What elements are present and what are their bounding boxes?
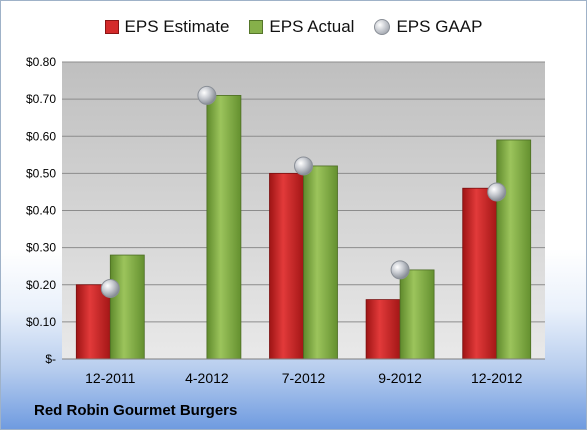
legend-label-eps-actual: EPS Actual	[269, 17, 355, 36]
legend-item-eps-gaap: EPS GAAP	[374, 17, 482, 37]
y-tick-label: $0.70	[26, 92, 56, 106]
legend-label-eps-estimate: EPS Estimate	[124, 17, 230, 36]
legend-swatch-eps-actual	[249, 20, 264, 34]
bar-eps-estimate	[462, 187, 498, 360]
bar-eps-actual	[303, 165, 338, 360]
legend-item-eps-actual: EPS Actual	[249, 17, 354, 37]
y-tick-label: $0.30	[26, 241, 56, 255]
chart-legend: EPS Estimate EPS Actual EPS GAAP	[0, 14, 587, 40]
legend-marker-eps-gaap	[374, 19, 391, 35]
y-tick-label: $0.50	[26, 166, 56, 180]
x-tick-label: 12-2012	[471, 370, 523, 386]
x-tick-label: 7-2012	[282, 370, 326, 386]
y-tick-label: $0.20	[26, 278, 56, 292]
y-tick-label: $0.60	[26, 129, 56, 143]
x-tick-label: 9-2012	[378, 370, 422, 386]
legend-item-eps-estimate: EPS Estimate	[104, 17, 230, 37]
bar-eps-actual	[206, 95, 242, 360]
marker-eps-gaap	[294, 156, 313, 176]
bar-eps-estimate	[75, 284, 111, 360]
x-tick-label: 12-2011	[85, 370, 136, 386]
marker-eps-gaap	[487, 182, 507, 202]
y-tick-label: $0.40	[26, 204, 56, 218]
marker-eps-gaap	[197, 85, 217, 105]
legend-label-eps-gaap: EPS GAAP	[396, 17, 483, 36]
y-tick-label: $0.10	[26, 315, 56, 329]
marker-eps-gaap	[390, 260, 410, 280]
y-tick-label: $0.80	[26, 55, 56, 69]
legend-swatch-eps-estimate	[104, 20, 119, 34]
y-tick-label: $-	[45, 352, 56, 366]
bar-eps-estimate	[269, 172, 304, 360]
bar-eps-actual	[496, 139, 532, 360]
marker-eps-gaap	[100, 278, 120, 298]
chart-footer-title: Red Robin Gourmet Burgers	[34, 402, 238, 419]
bar-eps-actual	[109, 254, 145, 360]
x-tick-label: 4-2012	[185, 370, 229, 386]
bar-eps-actual	[399, 269, 435, 360]
bar-eps-estimate	[365, 299, 401, 360]
